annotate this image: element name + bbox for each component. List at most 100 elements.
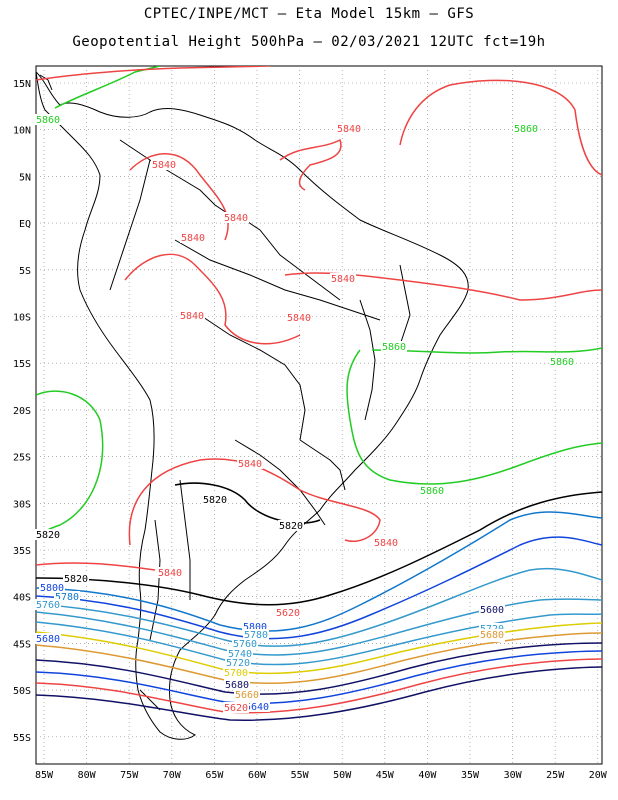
lat-tick-label: EQ (19, 219, 31, 230)
contour-label: 5680 (225, 680, 249, 691)
lat-tick-label: 20S (13, 406, 31, 417)
contour-5820 (36, 491, 602, 606)
border-f (299, 439, 346, 491)
contour-5840-e (128, 458, 381, 546)
lon-tick-label: 25W (546, 770, 565, 781)
contour-5780 (36, 536, 602, 640)
border-b (109, 159, 151, 291)
contour-label: 5760 (233, 639, 257, 650)
lon-tick-label: 55W (291, 770, 310, 781)
contour-label: 5820 (64, 574, 88, 585)
lat-tick-label: 40S (13, 593, 31, 604)
contour-5800 (36, 511, 602, 632)
contour-label: 5860 (514, 124, 538, 135)
contour-5720 (36, 613, 602, 666)
contour-5600 (36, 666, 602, 721)
islands (139, 689, 161, 711)
lat-tick-label: 45S (13, 639, 31, 650)
lat-tick-label: 30S (13, 499, 31, 510)
contour-5840-a (279, 138, 342, 191)
contour-5760 (36, 567, 602, 647)
lat-tick-label: 15S (13, 359, 31, 370)
contour-5840-north (36, 66, 271, 81)
lon-tick-label: 65W (205, 770, 224, 781)
contour-label: 5800 (40, 583, 64, 594)
contour-label: 5780 (244, 630, 268, 641)
border-c (174, 239, 381, 321)
contour-label: 5620 (276, 608, 300, 619)
lon-tick-label: 60W (248, 770, 267, 781)
central-america (39, 74, 53, 91)
contour-5840-ne (399, 79, 602, 176)
contour-label: 5680 (36, 634, 60, 645)
lon-tick-label: 80W (78, 770, 97, 781)
contour-5660 (36, 642, 602, 695)
contour-label: 5860 (36, 115, 60, 126)
lon-tick-label: 20W (589, 770, 608, 781)
contour-5840-c (124, 253, 301, 345)
border-e (234, 439, 326, 526)
contour-label: 5840 (158, 568, 182, 579)
contour-label: 5760 (36, 600, 60, 611)
lon-tick-label: 70W (163, 770, 182, 781)
lon-tick-label: 40W (418, 770, 437, 781)
contour-label: 5820 (36, 530, 60, 541)
contour-label: 5840 (331, 274, 355, 285)
contour-label: 5840 (287, 313, 311, 324)
lat-tick-label: 5N (19, 172, 31, 183)
contour-5700 (36, 622, 602, 675)
border-j (149, 519, 161, 641)
lat-tick-label: 10N (13, 126, 31, 137)
lat-tick-label: 25S (13, 453, 31, 464)
contour-label: 5640 (245, 702, 269, 713)
lon-tick-label: 50W (333, 770, 352, 781)
contour-label: 5840 (152, 160, 176, 171)
contour-label: 5840 (337, 124, 361, 135)
contour-labels: 5860 5840 5840 5840 5840 5840 5840 5840 5840 5840… (35, 114, 575, 714)
latitude-ticks: 15N 10N 5N EQ 5S 10S 15S 20S 25S 30S 35S 40S 45S 50S 5… (13, 79, 31, 744)
lon-tick-label: 85W (35, 770, 54, 781)
lat-tick-label: 15N (13, 79, 31, 90)
contour-label: 5820 (203, 495, 227, 506)
longitude-ticks: 85W 80W 75W 70W 65W 60W 55W 50W 45W 40W 35W 30W 25W 2… (35, 770, 608, 781)
contour-label: 5820 (279, 521, 303, 532)
contour-label: 5660 (235, 690, 259, 701)
title-line-2: Geopotential Height 500hPa – 02/03/2021 … (72, 34, 546, 50)
contour-label: 5620 (224, 703, 248, 714)
title-line-1: CPTEC/INPE/MCT – Eta Model 15km – GFS (143, 6, 475, 22)
border-g (359, 299, 376, 421)
lon-tick-label: 35W (461, 770, 480, 781)
lat-tick-label: 5S (19, 266, 31, 277)
border-i (179, 479, 191, 600)
contour-label: 5840 (224, 213, 248, 224)
lon-tick-label: 30W (504, 770, 523, 781)
contour-label: 5780 (55, 592, 79, 603)
lat-tick-label: 50S (13, 686, 31, 697)
coastline (36, 71, 469, 740)
contour-label: 5680 (480, 630, 504, 641)
lon-tick-label: 45W (376, 770, 395, 781)
lat-tick-label: 55S (13, 733, 31, 744)
map-frame (35, 65, 603, 765)
south-america-coast (36, 71, 469, 740)
contour-label: 5840 (238, 459, 262, 470)
contour-5620 (36, 658, 602, 714)
gridlines (36, 66, 602, 764)
contour-label: 5720 (226, 658, 250, 669)
contour-label: 5840 (181, 233, 205, 244)
contour-label: 5840 (374, 538, 398, 549)
contour-label: 5860 (420, 486, 444, 497)
contour-label: 5740 (228, 649, 252, 660)
contour-5680 (36, 632, 602, 685)
contour-label: 5860 (550, 357, 574, 368)
lat-tick-label: 35S (13, 546, 31, 557)
lat-tick-label: 10S (13, 313, 31, 324)
contour-label: 5700 (224, 668, 248, 679)
contour-5860-south (346, 349, 602, 485)
contour-5740 (36, 598, 602, 656)
border-d (199, 314, 306, 441)
contour-5840-sw (36, 562, 156, 571)
contour-5860-nw (54, 66, 161, 109)
contour-label: 5860 (382, 342, 406, 353)
